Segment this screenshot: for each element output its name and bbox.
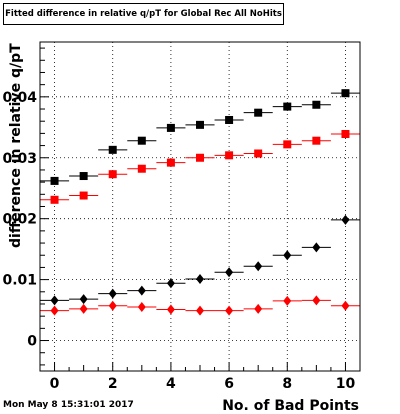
data-point-diamond	[312, 242, 321, 253]
y-tick-label: 0	[27, 334, 37, 350]
data-point-square	[312, 100, 321, 109]
data-point-diamond	[79, 303, 88, 314]
data-point-square	[341, 89, 350, 98]
data-point-square	[196, 120, 204, 129]
data-point-diamond	[254, 303, 263, 314]
data-point-diamond	[50, 295, 59, 306]
data-point-square	[79, 191, 88, 200]
data-point-diamond	[283, 250, 292, 261]
data-point-square	[108, 170, 117, 179]
data-point-square	[166, 158, 175, 167]
data-point-square	[50, 195, 59, 204]
data-point-square	[108, 145, 117, 154]
data-point-square	[225, 115, 234, 124]
x-tick-label: 4	[166, 376, 176, 392]
data-point-diamond	[196, 274, 204, 285]
y-axis-label: difference in relative q/pT	[8, 43, 24, 248]
y-tick-label: 0.02	[2, 212, 37, 228]
x-tick-label: 6	[224, 376, 234, 392]
data-point-square	[166, 123, 175, 132]
data-point-diamond	[79, 294, 88, 305]
data-point-square	[283, 102, 292, 111]
data-point-square	[312, 136, 321, 145]
y-tick-label: 0.01	[2, 273, 37, 289]
data-point-diamond	[341, 214, 350, 225]
chart-title: Fitted difference in relative q/pT for G…	[3, 3, 284, 25]
data-point-square	[254, 108, 263, 117]
data-point-diamond	[254, 261, 263, 272]
data-point-diamond	[108, 300, 117, 311]
data-point-diamond	[225, 305, 234, 316]
axes: 0 2 4 6 8 10 0 0.01 0.02 0.03 0.04	[2, 47, 361, 392]
data-point-square	[79, 172, 88, 181]
data-point-diamond	[166, 304, 175, 315]
grid-lines	[40, 42, 360, 371]
data-point-square	[50, 176, 59, 185]
data-point-diamond	[283, 295, 292, 306]
data-point-square	[283, 140, 292, 149]
x-tick-label: 10	[336, 376, 356, 392]
y-tick-label: 0.03	[2, 151, 37, 167]
x-axis-label: No. of Bad Points	[222, 398, 359, 414]
x-tick-label: 0	[50, 376, 60, 392]
data-point-square	[225, 151, 234, 160]
x-tick-label: 2	[108, 376, 118, 392]
y-tick-label: 0.04	[2, 90, 37, 106]
data-point-diamond	[50, 305, 59, 316]
data-points	[40, 89, 360, 316]
data-point-diamond	[108, 288, 117, 299]
data-point-diamond	[225, 267, 234, 278]
data-point-square	[341, 129, 350, 138]
x-tick-label: 8	[282, 376, 292, 392]
plot-frame	[39, 41, 361, 372]
data-point-diamond	[137, 285, 146, 296]
timestamp: Mon May 8 15:31:01 2017	[3, 400, 134, 410]
data-point-square	[196, 153, 204, 162]
data-point-diamond	[196, 305, 204, 316]
data-point-diamond	[137, 302, 146, 313]
data-point-diamond	[166, 278, 175, 289]
data-point-diamond	[341, 300, 350, 311]
data-point-diamond	[312, 295, 321, 306]
data-point-square	[254, 149, 263, 158]
data-point-square	[137, 164, 146, 173]
data-point-square	[137, 136, 146, 145]
